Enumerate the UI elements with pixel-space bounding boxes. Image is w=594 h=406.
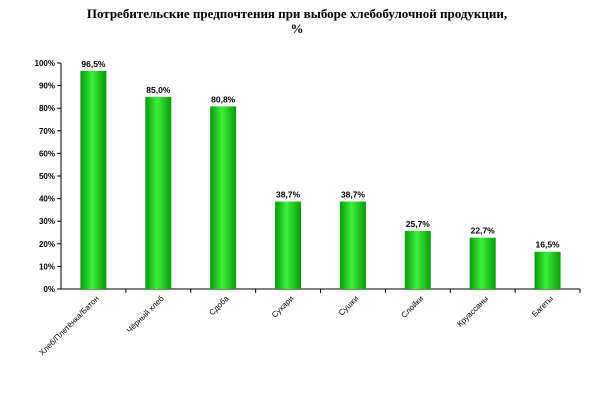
- x-tick-label: Хлеб/Плетёнка/Батон: [37, 294, 100, 357]
- chart-axes: [60, 63, 580, 290]
- bar: [145, 96, 172, 290]
- bar: [534, 251, 561, 289]
- bar: [80, 70, 107, 289]
- y-tick-label: 60%: [39, 149, 55, 158]
- y-tick-label: 30%: [39, 217, 55, 226]
- data-label: 38,7%: [276, 190, 301, 200]
- bars: 96,5% 85,0% 80,8% 38,7% 38,7% 25,7% 22,7% 16,5%: [80, 59, 561, 290]
- chart-title: Потребительские предпочтения при выборе …: [0, 6, 594, 36]
- x-tick-label: Сушки: [337, 294, 360, 317]
- y-tick-label: 50%: [39, 172, 55, 181]
- data-label: 85,0%: [146, 85, 171, 95]
- data-label: 16,5%: [536, 240, 561, 250]
- chart-title-line-2: %: [290, 21, 304, 36]
- bar: [275, 201, 302, 289]
- x-tick-label: Слойки: [399, 294, 425, 320]
- x-tick-label: Чёрный хлеб: [125, 294, 166, 335]
- data-label: 96,5%: [81, 59, 106, 69]
- bar: [210, 106, 237, 289]
- y-tick-label: 70%: [39, 127, 55, 136]
- data-label: 80,8%: [211, 94, 236, 104]
- x-tick-label: Круассаны: [455, 294, 490, 329]
- y-tick-label: 80%: [39, 104, 55, 113]
- y-tick-label: 100%: [35, 59, 55, 68]
- x-tick-label: Сухари: [270, 294, 296, 320]
- x-tick-label: Багеты: [530, 294, 555, 319]
- data-label: 38,7%: [341, 190, 366, 200]
- data-label: 22,7%: [471, 226, 496, 236]
- y-tick-label: 40%: [39, 195, 55, 204]
- y-tick-label: 10%: [39, 262, 55, 271]
- bar: [404, 230, 431, 289]
- x-axis-labels: Хлеб/Плетёнка/Батон Чёрный хлеб Сдоба Сухар…: [37, 289, 581, 357]
- bar: [469, 237, 496, 289]
- bar: [339, 201, 366, 289]
- y-axis-ticks: 0% 10% 20% 30% 40% 50% 60% 70% 80% 90% 100%: [35, 59, 61, 294]
- y-tick-label: 0%: [43, 285, 55, 294]
- chart-title-line-1: Потребительские предпочтения при выборе …: [86, 6, 508, 21]
- x-tick-label: Сдоба: [207, 294, 231, 318]
- y-tick-label: 90%: [39, 82, 55, 91]
- data-label: 25,7%: [406, 219, 431, 229]
- y-tick-label: 20%: [39, 240, 55, 249]
